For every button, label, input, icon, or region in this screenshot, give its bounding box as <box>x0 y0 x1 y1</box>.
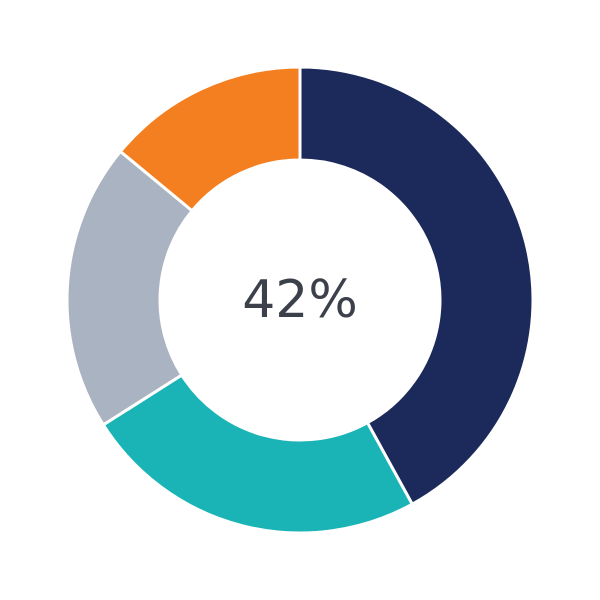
donut-slice-3 <box>65 149 195 427</box>
donut-slice-2 <box>101 372 415 535</box>
donut-slice-1 <box>298 65 535 507</box>
center-label: 42% <box>242 270 358 330</box>
donut-slice-4 <box>118 65 302 213</box>
